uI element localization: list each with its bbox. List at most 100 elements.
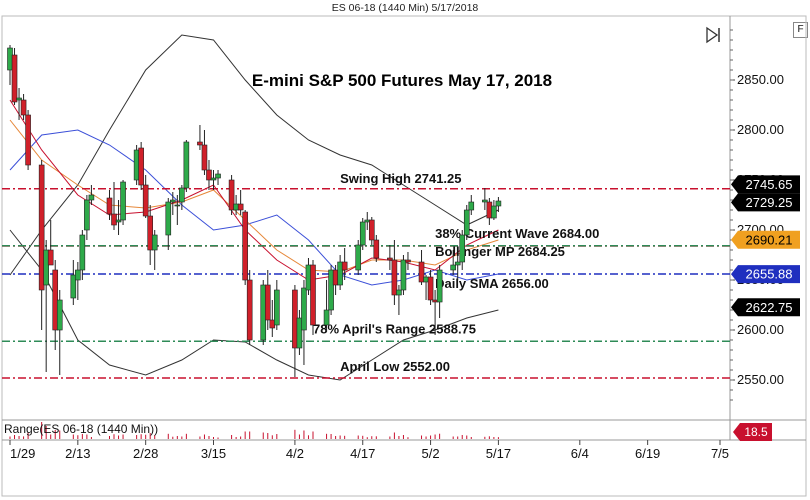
candle-body	[264, 284, 271, 321]
x-tick-label: 1/29	[10, 446, 35, 461]
y-tick-label: 2550.00	[737, 372, 784, 387]
indicator-line-1	[9, 229, 499, 381]
range-bars	[9, 422, 499, 439]
candle-body	[463, 209, 470, 236]
price-tags: 2745.65 2729.25 2690.21 2655.88 2622.75	[731, 175, 800, 317]
candle-body	[142, 184, 149, 217]
candle-body	[359, 221, 366, 246]
candle-body	[88, 194, 95, 201]
candle-body	[373, 239, 380, 259]
candle-body	[341, 261, 348, 271]
candle-body	[138, 147, 144, 186]
candle-body	[301, 287, 307, 331]
x-tick-label: 7/5	[711, 446, 729, 461]
x-tick-label: 2/13	[65, 446, 90, 461]
candle-body	[84, 199, 90, 231]
format-button[interactable]: F	[793, 22, 808, 38]
candle-body	[368, 219, 375, 241]
level-lines: Swing High 2741.25 38% Current Wave 2684.…	[2, 171, 730, 379]
candle-body	[482, 199, 488, 203]
candle-body	[400, 259, 407, 291]
x-tick-label: 6/19	[635, 446, 660, 461]
indicator-line-0	[9, 34, 499, 276]
candle-body	[323, 309, 330, 326]
price-tag-label: 2622.75	[746, 300, 793, 315]
y-tick-label: 2800.00	[737, 122, 784, 137]
candle-body	[16, 97, 22, 101]
candle-body	[495, 200, 502, 207]
candle-body	[70, 274, 77, 299]
candle-body	[210, 177, 217, 181]
x-tick-label: 6/4	[571, 446, 589, 461]
candle-body	[170, 199, 176, 203]
range-value: 18.5	[744, 425, 768, 439]
candle-body	[396, 289, 402, 296]
level-label-0: Swing High 2741.25	[340, 171, 461, 186]
candle-body	[436, 269, 443, 303]
candle-body	[79, 234, 86, 271]
candle-body	[43, 249, 49, 286]
candle-body	[197, 141, 203, 146]
price-tag-0	[731, 175, 800, 194]
y-tick-label: 2600.00	[737, 322, 784, 337]
candle-body	[120, 181, 126, 221]
candle-body	[111, 213, 117, 226]
candle-body	[215, 173, 221, 179]
price-tag-4	[731, 298, 800, 317]
price-tag-3	[731, 265, 800, 284]
level-label-1: 38% Current Wave 2684.00	[435, 226, 599, 241]
price-axis: 2550.002600.002650.002700.002750.002800.…	[730, 29, 784, 401]
candle-body	[454, 261, 461, 266]
play-to-end-icon[interactable]	[706, 26, 720, 44]
candle-body	[106, 197, 113, 215]
candle-body	[174, 204, 181, 207]
level-label-4: 78% April's Range 2588.75	[313, 321, 476, 336]
candle-body	[459, 234, 466, 263]
price-tag-1	[731, 193, 800, 212]
candle-body	[201, 144, 208, 171]
x-tick-label: 5/17	[486, 446, 511, 461]
candle-body	[246, 279, 253, 341]
level-label-5: April Low 2552.00	[340, 359, 450, 374]
candle-body	[11, 54, 18, 103]
candle-body	[115, 219, 122, 223]
candle-body	[38, 164, 45, 291]
candle-body	[450, 264, 456, 271]
candle-body	[491, 205, 497, 219]
range-value-tag: 18.5	[733, 423, 772, 441]
candles	[7, 45, 502, 377]
candle-body	[147, 215, 153, 251]
range-indicator-label: Range(ES 06-18 (1440 Min))	[4, 422, 158, 436]
candle-body	[387, 257, 393, 261]
candle-body	[237, 203, 244, 211]
x-tick-label: 4/2	[286, 446, 304, 461]
candle-body	[228, 179, 235, 211]
candle-body	[25, 114, 31, 166]
candle-body	[242, 211, 248, 281]
candle-body	[355, 244, 362, 271]
price-tag-label: 2729.25	[746, 195, 793, 210]
x-tick-label: 3/15	[201, 446, 226, 461]
x-tick-label: 4/17	[350, 446, 375, 461]
candle-body	[405, 259, 411, 263]
candle-body	[183, 141, 190, 189]
candle-body	[391, 259, 398, 296]
candle-body	[165, 201, 172, 236]
candle-body	[151, 234, 158, 251]
candle-body	[328, 269, 334, 311]
chart-title: E-mini S&P 500 Futures May 17, 2018	[252, 71, 552, 90]
price-tag-2	[731, 230, 800, 249]
level-label-3: Daily SMA 2656.00	[435, 276, 549, 291]
candle-body	[274, 289, 280, 326]
candle-body	[56, 299, 63, 331]
level-label-2: Bollinger MP 2684.25	[435, 244, 565, 259]
candle-body	[418, 261, 425, 283]
candle-body	[75, 269, 81, 281]
candle-body	[337, 261, 343, 286]
chart-frame	[1, 15, 807, 497]
price-tag-label: 2655.88	[746, 267, 793, 282]
price-tag-label: 2745.65	[746, 177, 793, 192]
candle-body	[206, 169, 212, 181]
time-axis: 1/29 2/13 2/28 3/15 4/2 4/17 5/2 5/17 6/4 6/19 7/5	[9, 440, 729, 461]
